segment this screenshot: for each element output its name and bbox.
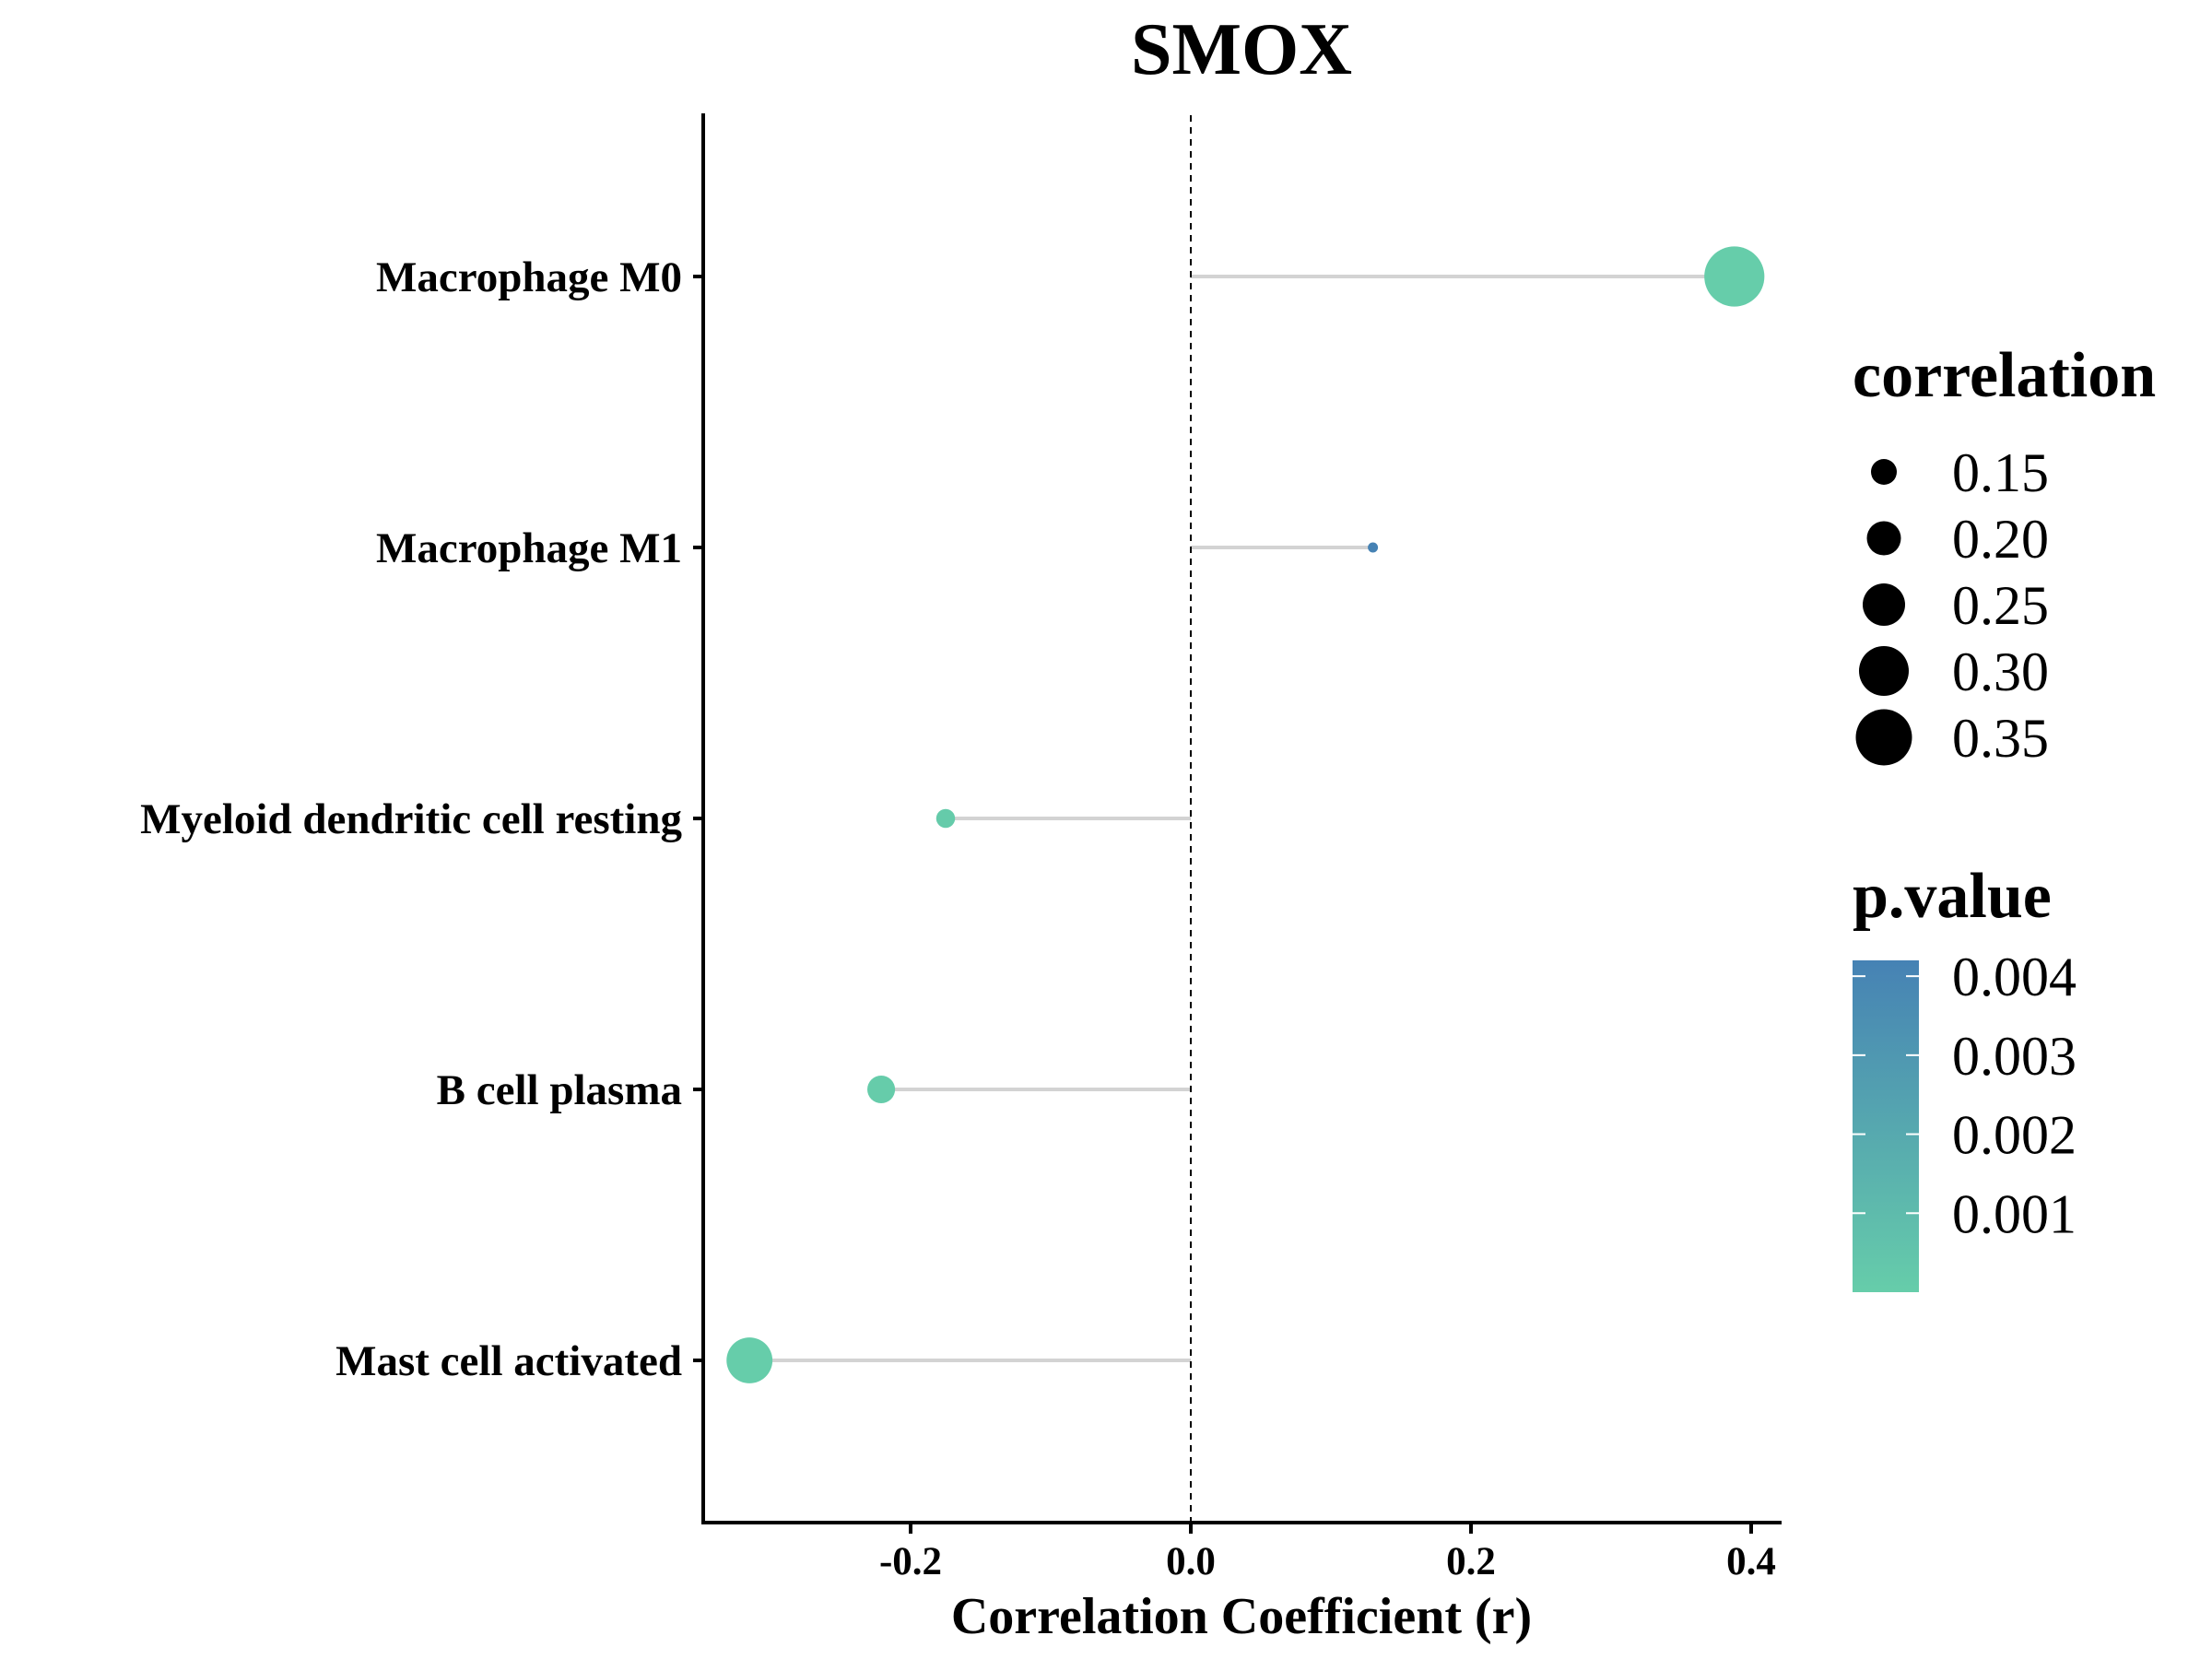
size-legend: 0.150.200.250.300.35 bbox=[1855, 442, 2049, 769]
y-axis-ticks: Macrophage M0 Macrophage M1 Myeloid dendri… bbox=[140, 253, 703, 1385]
chart-title: SMOX bbox=[1131, 9, 1352, 90]
size-legend-key bbox=[1863, 583, 1905, 626]
data-point bbox=[867, 1075, 896, 1104]
data-point bbox=[1704, 246, 1765, 307]
size-legend-label: 0.15 bbox=[1952, 442, 2049, 503]
color-legend-label: 0.001 bbox=[1952, 1183, 2077, 1244]
x-tick-label: 0.4 bbox=[1726, 1540, 1776, 1583]
data-point bbox=[726, 1337, 773, 1383]
color-legend-label: 0.003 bbox=[1952, 1026, 2077, 1087]
y-tick-label: B cell plasma bbox=[437, 1066, 682, 1114]
x-tick-label: 0.2 bbox=[1446, 1540, 1496, 1583]
size-legend-key bbox=[1871, 459, 1897, 485]
size-legend-key bbox=[1855, 709, 1912, 766]
y-tick-label: Macrophage M1 bbox=[376, 524, 682, 572]
size-legend-label: 0.20 bbox=[1952, 509, 2049, 570]
size-legend-title: correlation bbox=[1853, 340, 2156, 411]
color-legend-label: 0.004 bbox=[1952, 947, 2077, 1007]
x-axis-ticks: -0.2 0.0 0.2 0.4 bbox=[879, 1523, 1776, 1583]
y-tick-label: Macrophage M0 bbox=[376, 253, 682, 301]
data-point bbox=[935, 808, 956, 829]
x-axis-label: Correlation Coefficient (r) bbox=[951, 1588, 1532, 1645]
size-legend-key bbox=[1859, 646, 1909, 696]
x-tick-label: 0.0 bbox=[1166, 1540, 1216, 1583]
color-legend-label: 0.002 bbox=[1952, 1105, 2077, 1166]
color-legend-bar bbox=[1853, 960, 1919, 1292]
size-legend-label: 0.30 bbox=[1952, 641, 2049, 702]
y-tick-label: Mast cell activated bbox=[335, 1337, 682, 1385]
size-legend-key bbox=[1866, 521, 1901, 556]
size-legend-label: 0.35 bbox=[1952, 708, 2049, 769]
color-legend-title: p.value bbox=[1853, 861, 2052, 932]
x-tick-label: -0.2 bbox=[879, 1540, 942, 1583]
plot-area bbox=[726, 115, 1765, 1523]
data-point bbox=[1368, 542, 1379, 553]
size-legend-label: 0.25 bbox=[1952, 575, 2049, 636]
y-tick-label: Myeloid dendritic cell resting bbox=[140, 795, 682, 843]
color-legend: 0.004 0.003 0.002 0.001 bbox=[1853, 947, 2077, 1244]
